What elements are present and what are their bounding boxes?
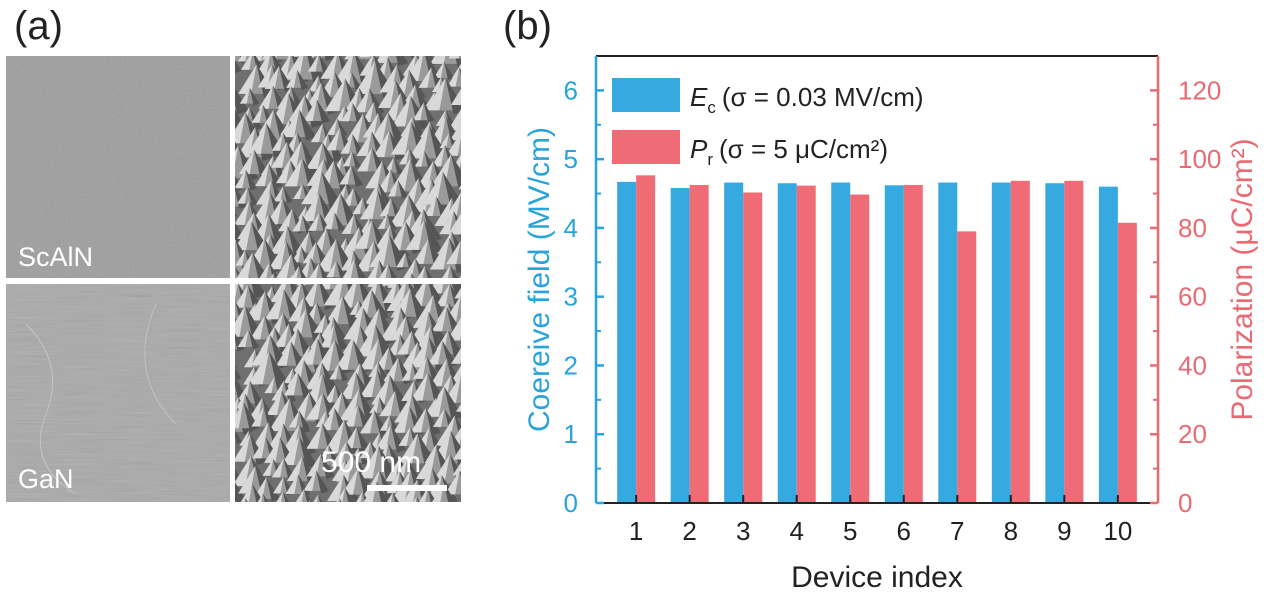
sem-gan-plan-view: GaN — [6, 284, 230, 502]
bar-series1-device10 — [1098, 186, 1118, 503]
y-left-tick-label-0: 0 — [564, 488, 578, 518]
scale-bar-label: 500 nm — [321, 446, 422, 479]
bar-series1-device1 — [617, 181, 637, 503]
legend-label-series1: Ec (σ = 0.03 MV/cm) — [690, 82, 924, 117]
bar-series1-device5 — [831, 182, 851, 503]
bar-series1-device2 — [670, 188, 690, 503]
bar-series1-device6 — [884, 185, 904, 504]
y-right-tick-label-120: 120 — [1178, 75, 1221, 105]
x-tick-label-5: 5 — [843, 516, 857, 546]
bar-series1-device7 — [938, 182, 958, 503]
x-tick-label-2: 2 — [682, 516, 696, 546]
legend-label-series2: Pr (σ = 5 μC/cm²) — [690, 134, 888, 169]
x-tick-label-3: 3 — [736, 516, 750, 546]
y-right-tick-label-80: 80 — [1178, 213, 1207, 243]
bar-series2-device3 — [743, 192, 763, 503]
x-tick-label-9: 9 — [1057, 516, 1071, 546]
sem-scaln-tilted-view — [235, 56, 461, 278]
x-tick-label-4: 4 — [789, 516, 803, 546]
legend-swatch-series1 — [612, 78, 680, 112]
bar-series1-device4 — [777, 183, 797, 503]
gan-label: GaN — [18, 464, 74, 494]
bar-series2-device6 — [903, 184, 923, 503]
bar-series2-device9 — [1064, 180, 1084, 503]
bar-series1-device9 — [1045, 183, 1065, 503]
y-left-axis-label: Coereive field (MV/cm) — [523, 127, 556, 432]
x-tick-label-6: 6 — [897, 516, 911, 546]
y-right-tick-label-40: 40 — [1178, 350, 1207, 380]
bar-series2-device10 — [1117, 222, 1137, 503]
legend-swatch-series2 — [612, 130, 680, 164]
y-right-tick-label-60: 60 — [1178, 282, 1207, 312]
x-tick-label-8: 8 — [1004, 516, 1018, 546]
y-right-tick-label-100: 100 — [1178, 144, 1221, 174]
x-tick-label-10: 10 — [1103, 516, 1132, 546]
bar-series2-device4 — [796, 185, 816, 503]
bar-series1-device8 — [991, 182, 1011, 503]
bar-series2-device7 — [957, 231, 977, 503]
bar-series2-device2 — [689, 184, 709, 503]
x-tick-label-7: 7 — [950, 516, 964, 546]
y-left-tick-label-6: 6 — [564, 75, 578, 105]
y-left-tick-label-2: 2 — [564, 350, 578, 380]
sem-scaln-plan-view: ScAlN — [6, 56, 230, 278]
bar-series1-device3 — [724, 182, 744, 503]
bar-series2-device5 — [850, 194, 870, 503]
y-left-tick-label-4: 4 — [564, 213, 578, 243]
y-left-tick-label-5: 5 — [564, 144, 578, 174]
scale-bar — [367, 485, 447, 491]
panel-label-b: (b) — [503, 4, 552, 48]
x-axis-label: Device index — [791, 561, 963, 593]
y-right-axis-label: Polarization (μC/cm²) — [1226, 138, 1259, 420]
x-tick-label-1: 1 — [629, 516, 643, 546]
scaln-label: ScAlN — [18, 242, 94, 272]
sem-gan-tilted-view: 500 nm — [235, 284, 461, 502]
y-left-tick-label-1: 1 — [564, 419, 578, 449]
y-left-tick-label-3: 3 — [564, 282, 578, 312]
y-right-tick-label-0: 0 — [1178, 488, 1192, 518]
bar-series2-device1 — [636, 175, 656, 503]
panel-label-a: (a) — [14, 4, 63, 48]
bar-series2-device8 — [1010, 180, 1030, 503]
y-right-tick-label-20: 20 — [1178, 419, 1207, 449]
